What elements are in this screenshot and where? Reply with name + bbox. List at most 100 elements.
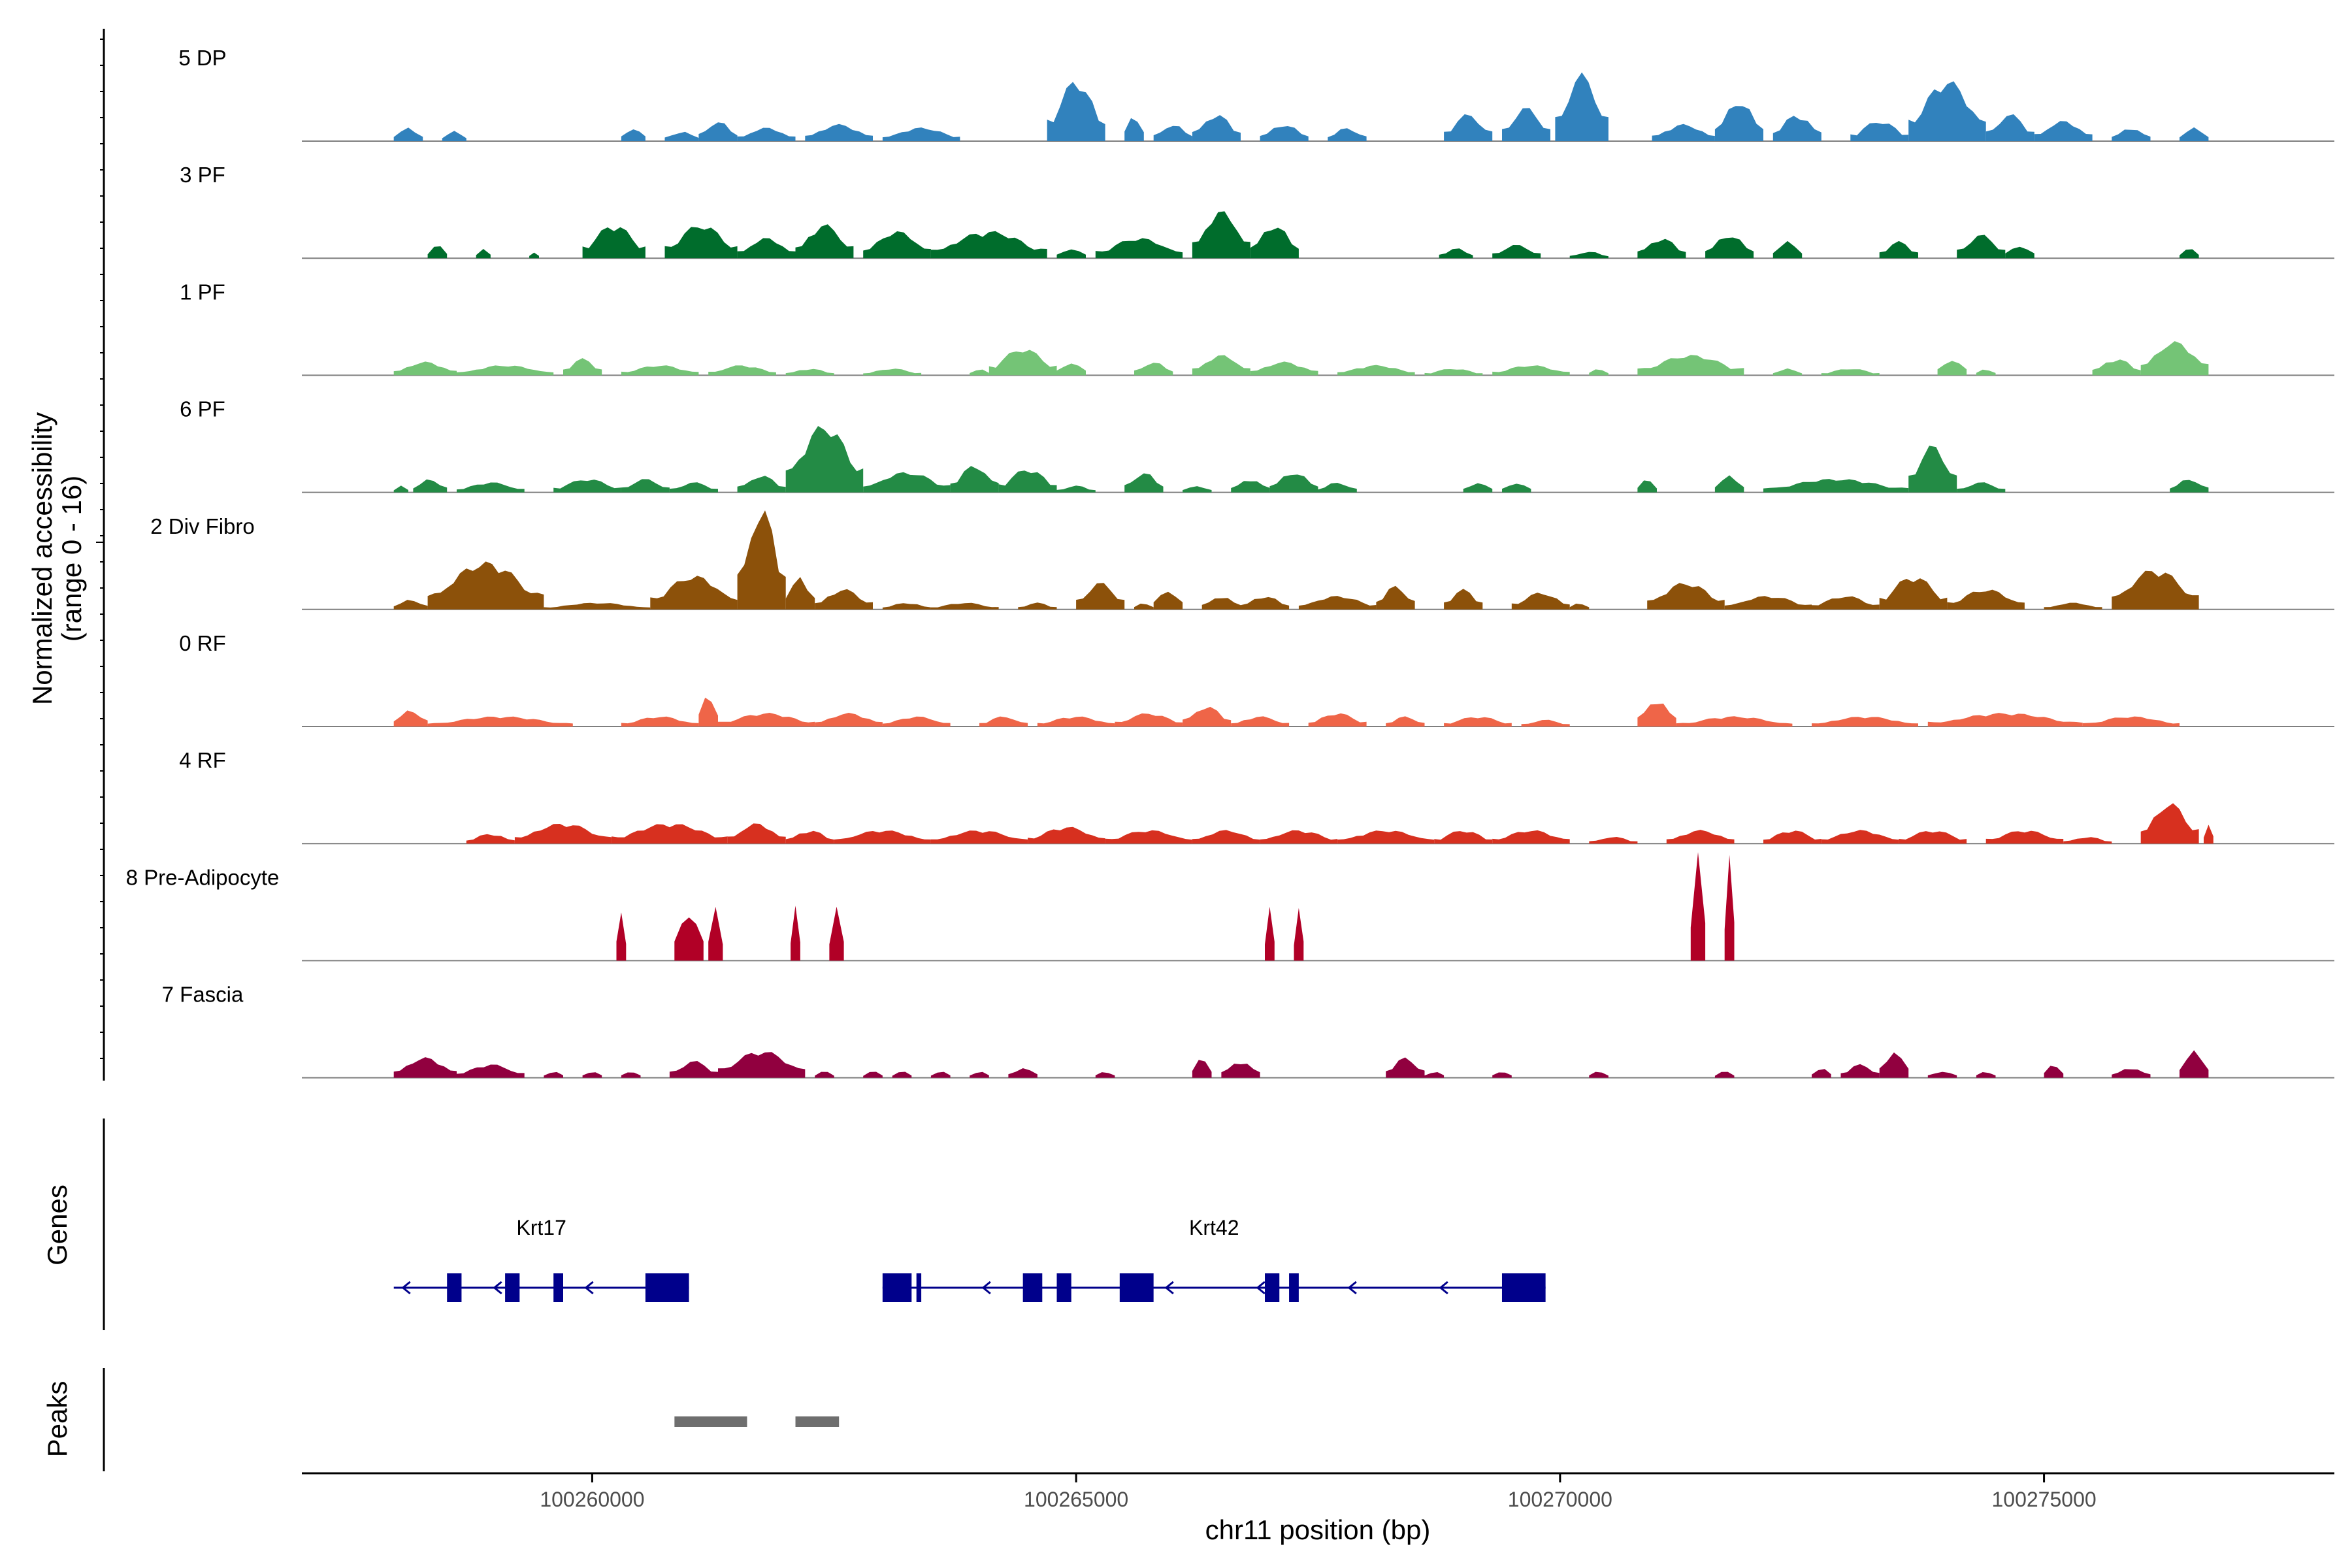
coverage-peak bbox=[1076, 583, 1125, 610]
coverage-peak bbox=[393, 127, 423, 141]
gene-label: Krt17 bbox=[516, 1216, 566, 1239]
coverage-peak bbox=[1424, 369, 1483, 376]
coverage-peak bbox=[698, 122, 738, 141]
coverage-peak bbox=[1260, 126, 1309, 141]
coverage-peak bbox=[1192, 1060, 1212, 1078]
coverage-peak bbox=[616, 912, 627, 961]
gene-exon bbox=[447, 1273, 462, 1302]
gene-exon bbox=[1289, 1273, 1299, 1302]
coverage-peak bbox=[1947, 589, 2025, 610]
coverage-peak bbox=[2170, 480, 2209, 493]
coverage-peak bbox=[1018, 602, 1057, 610]
coverage-peak bbox=[1690, 852, 1706, 961]
coverage-peak bbox=[393, 600, 428, 610]
coverage-peak bbox=[785, 426, 864, 493]
coverage-peak bbox=[621, 1072, 641, 1078]
coverage-peak bbox=[708, 907, 723, 961]
gene-exon bbox=[916, 1273, 922, 1302]
coverage-peak bbox=[1105, 830, 1192, 844]
coverage-peak bbox=[882, 603, 931, 610]
gene-label: Krt42 bbox=[1189, 1216, 1239, 1239]
track-5: 2 Div Fibro bbox=[150, 510, 2334, 610]
coverage-peak bbox=[2034, 121, 2093, 141]
coverage-peak bbox=[1908, 81, 1986, 141]
track-3: 1 PF bbox=[180, 280, 2334, 376]
track-label: 8 Pre-Adipocyte bbox=[126, 865, 280, 889]
coverage-peak bbox=[1124, 118, 1144, 141]
track-9: 7 Fascia bbox=[162, 983, 2334, 1079]
coverage-peak bbox=[1298, 596, 1377, 610]
coverage-peak bbox=[1095, 1072, 1115, 1078]
coverage-peak bbox=[1265, 906, 1275, 961]
coverage-peak bbox=[1976, 1072, 1996, 1078]
coverage-peak bbox=[1444, 717, 1512, 727]
coverage-peak bbox=[621, 479, 670, 493]
coverage-peak bbox=[1714, 1071, 1735, 1078]
coverage-peak bbox=[1666, 830, 1735, 844]
coverage-peak bbox=[1231, 481, 1270, 493]
coverage-peak bbox=[427, 246, 448, 259]
coverage-peak bbox=[1056, 249, 1086, 259]
coverage-peak bbox=[393, 485, 408, 493]
gene-exon bbox=[1119, 1273, 1154, 1302]
coverage-peak bbox=[930, 231, 1047, 259]
coverage-peak bbox=[664, 227, 738, 259]
coverage-peak bbox=[1908, 446, 1957, 493]
coverage-peak bbox=[970, 1071, 989, 1078]
coverage-peak bbox=[1201, 598, 1241, 610]
coverage-peak bbox=[1192, 115, 1241, 141]
coverage-peak bbox=[1569, 252, 1609, 259]
coverage-peak bbox=[621, 365, 699, 376]
coverage-peak bbox=[612, 824, 728, 844]
coverage-peak bbox=[2112, 1069, 2151, 1078]
coverage-peak bbox=[1028, 826, 1105, 844]
strand-arrow bbox=[1439, 1281, 1448, 1295]
coverage-peak bbox=[669, 1061, 718, 1078]
coverage-peak bbox=[863, 368, 922, 376]
coverage-peak bbox=[1879, 1052, 1909, 1078]
coverage-peak bbox=[466, 834, 515, 844]
coverage-peak bbox=[1812, 717, 1918, 727]
coverage-peak bbox=[1337, 830, 1435, 844]
coverage-peak bbox=[427, 716, 573, 727]
gene-krt42: Krt42 bbox=[882, 1216, 1546, 1302]
coverage-peak bbox=[785, 830, 834, 844]
coverage-peak bbox=[1183, 486, 1212, 493]
coverage-peak bbox=[393, 710, 428, 727]
coverage-y-axis-ticks bbox=[96, 39, 104, 1059]
coverage-peak bbox=[457, 1064, 525, 1078]
coverage-peak bbox=[1840, 1064, 1880, 1078]
track-label: 7 Fascia bbox=[162, 983, 244, 1007]
coverage-peak bbox=[1879, 240, 1918, 259]
peak-bar bbox=[795, 1416, 840, 1427]
strand-arrow bbox=[584, 1281, 594, 1295]
coverage-peak bbox=[1221, 1064, 1260, 1078]
coverage-peak bbox=[1424, 1072, 1445, 1078]
coverage-peak bbox=[1927, 713, 2083, 727]
coverage-peak bbox=[1676, 716, 1793, 727]
strand-arrow bbox=[401, 1281, 411, 1295]
track-4: 6 PF bbox=[180, 397, 2334, 493]
coverage-peak bbox=[727, 823, 786, 844]
coverage-peak bbox=[1763, 479, 1909, 493]
track-label: 5 DP bbox=[178, 46, 226, 70]
coverage-peak bbox=[1056, 363, 1086, 376]
coverage-peak bbox=[1250, 361, 1318, 376]
coverage-peak bbox=[1183, 706, 1232, 727]
coverage-peak bbox=[1812, 1069, 1831, 1078]
gene-exon bbox=[1056, 1273, 1071, 1302]
coverage-peak bbox=[1724, 855, 1735, 961]
coverage-peak bbox=[1047, 82, 1105, 141]
coverage-peak bbox=[1637, 703, 1676, 727]
coverage-peak bbox=[2092, 359, 2141, 376]
coverage-peak bbox=[970, 369, 989, 376]
coverage-peak bbox=[553, 480, 621, 493]
coverage-peak bbox=[1294, 907, 1304, 961]
track-label: 3 PF bbox=[180, 163, 225, 187]
coverage-peak bbox=[1821, 369, 1880, 376]
coverage-peak bbox=[1637, 238, 1686, 259]
x-tick-label: 100265000 bbox=[1024, 1488, 1128, 1511]
coverage-peak bbox=[582, 1072, 602, 1078]
coverage-peak bbox=[1850, 123, 1909, 141]
